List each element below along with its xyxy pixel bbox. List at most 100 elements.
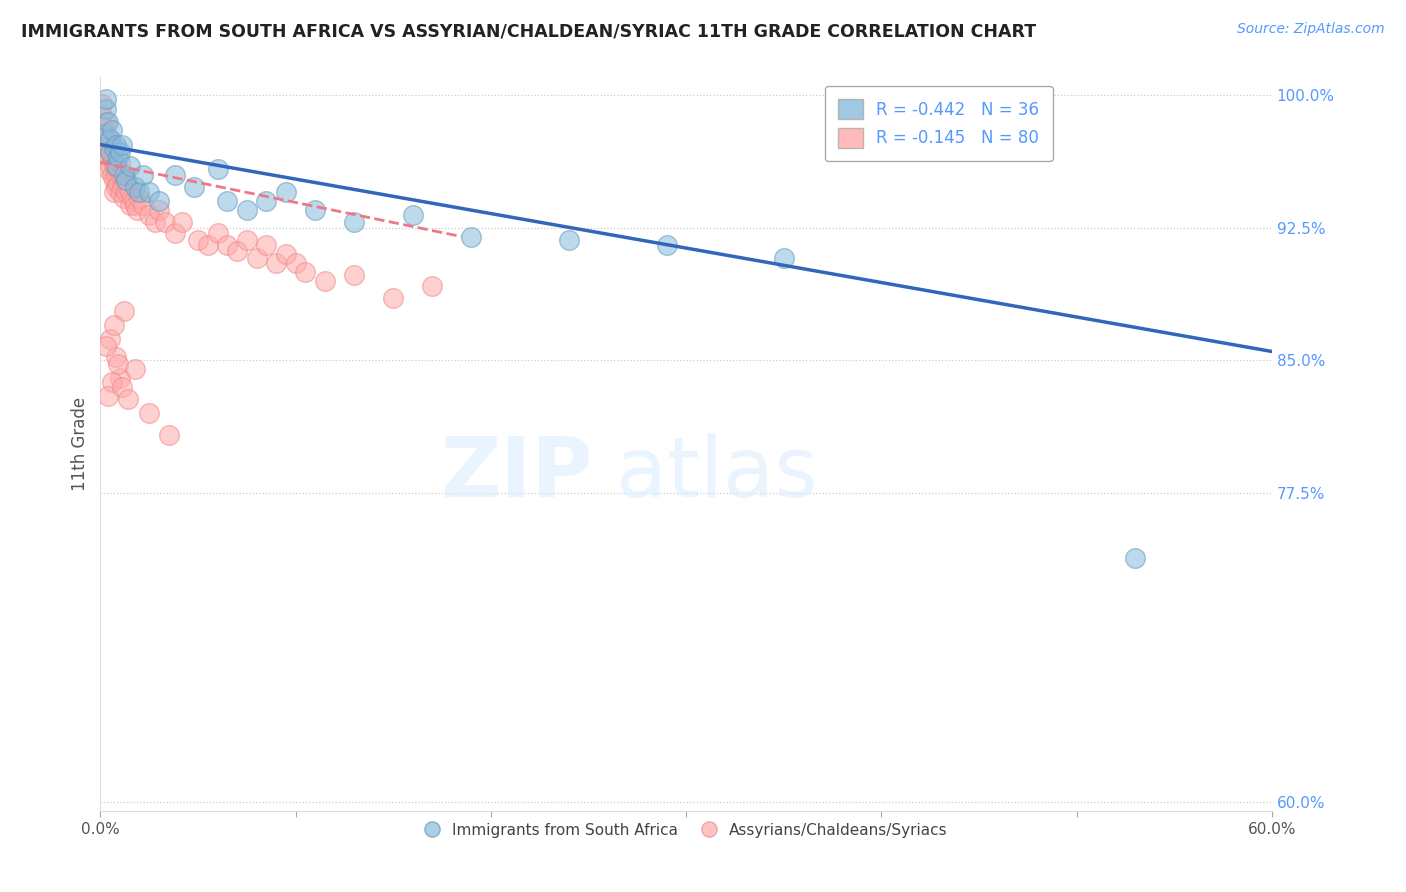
Point [103,318,125,332]
Point [128,191,150,205]
Point [148,202,170,217]
Point [343,215,366,229]
Point [101,137,124,152]
Point [103,141,125,155]
Point [104,180,127,194]
Point [402,208,425,222]
Point [382,292,405,306]
Point [197,238,219,252]
Point [153,215,176,229]
Point [207,226,229,240]
Point [96,92,118,106]
Point [284,256,307,270]
Point [111,137,134,152]
Point [138,186,160,200]
Point [97,114,120,128]
Text: atlas: atlas [616,434,817,514]
Point [236,202,259,217]
Point [314,274,336,288]
Point [117,180,139,194]
Point [420,279,443,293]
Text: IMMIGRANTS FROM SOUTH AFRICA VS ASSYRIAN/CHALDEAN/SYRIAC 11TH GRADE CORRELATION : IMMIGRANTS FROM SOUTH AFRICA VS ASSYRIAN… [21,22,1036,40]
Point [97,162,120,177]
Point [114,173,136,187]
Point [98,332,121,346]
Point [101,123,124,137]
Point [254,238,277,252]
Point [97,137,120,152]
Point [108,186,131,200]
Point [148,194,170,209]
Point [217,238,239,252]
Point [108,145,131,159]
Point [104,350,127,364]
Point [124,180,146,194]
Point [103,186,125,200]
Point [108,155,131,169]
Point [107,177,129,191]
Point [157,427,180,442]
Point [98,145,121,159]
Point [117,392,139,407]
Point [254,194,277,209]
Point [236,233,259,247]
Point [143,215,166,229]
Point [112,168,135,182]
Point [107,357,129,371]
Point [108,371,131,385]
Point [96,145,118,159]
Point [98,132,121,146]
Point [97,150,120,164]
Point [304,202,326,217]
Point [245,251,267,265]
Point [111,168,134,182]
Point [104,168,127,182]
Point [132,168,155,182]
Point [96,102,118,116]
Legend: Immigrants from South Africa, Assyrians/Chaldeans/Syriacs: Immigrants from South Africa, Assyrians/… [419,817,953,844]
Point [101,168,124,182]
Point [101,150,124,164]
Point [111,180,134,194]
Point [187,233,209,247]
Point [98,145,121,159]
Point [93,127,115,141]
Point [460,229,482,244]
Point [558,233,581,247]
Point [124,362,146,376]
Point [112,191,135,205]
Point [226,244,249,258]
Point [98,132,121,146]
Point [96,127,118,141]
Point [114,186,136,200]
Point [104,137,127,152]
Point [112,177,135,191]
Point [91,97,114,112]
Point [217,194,239,209]
Point [101,375,124,389]
Point [128,186,150,200]
Point [122,194,145,209]
Point [163,168,186,182]
Point [108,168,131,182]
Point [118,186,141,200]
Point [343,268,366,283]
Point [103,159,125,173]
Point [93,120,115,134]
Point [96,114,118,128]
Point [163,226,186,240]
Point [772,251,794,265]
Point [98,159,121,173]
Point [104,159,127,173]
Point [103,145,125,159]
Point [138,208,160,222]
Text: ZIP: ZIP [440,434,592,514]
Point [138,406,160,420]
Point [118,159,141,173]
Point [91,109,114,123]
Point [93,141,115,155]
Point [1123,551,1146,566]
Point [104,159,127,173]
Point [103,173,125,187]
Point [107,150,129,164]
